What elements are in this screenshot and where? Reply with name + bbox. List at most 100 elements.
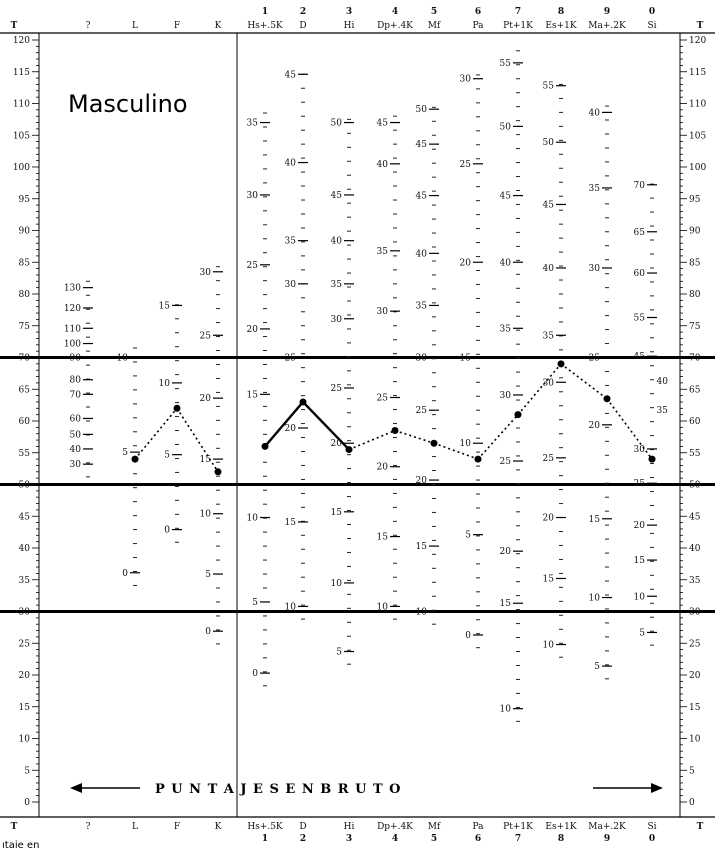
column-value-label: 65 xyxy=(634,228,646,238)
column-value-label: 20 xyxy=(460,258,472,268)
banner-puntajes-en-bruto: P U N T A J E S E N B R U T O xyxy=(155,782,401,797)
column-value-label: 25 xyxy=(416,406,428,416)
t-label-right: 120 xyxy=(689,36,706,46)
t-label-left: 95 xyxy=(19,195,31,205)
column-headers: T T T T?? L L F F K K 1 1 Hs+.5K Hs+.5K 2 2 D D 3 3 Hi Hi 4 4 Dp… xyxy=(11,7,704,844)
column-header: Si xyxy=(647,21,656,31)
column-value-label: 0 xyxy=(164,526,170,536)
column-value-label: 30 xyxy=(460,75,472,85)
column-value-label: 130 xyxy=(64,284,81,294)
column-value-label: 55 xyxy=(500,59,512,69)
column-number: 8 xyxy=(558,7,564,17)
t-label-right: 105 xyxy=(689,131,706,141)
column-number: 5 xyxy=(431,7,437,17)
column-value-label: 20 xyxy=(416,476,428,486)
t-label-left: 100 xyxy=(13,163,30,173)
column-value-label: 10 xyxy=(247,514,259,524)
t-label-left: 25 xyxy=(19,639,31,649)
column-value-label: 60 xyxy=(634,269,646,279)
column-number-bottom: 2 xyxy=(300,834,306,844)
column-value-label: 5 xyxy=(252,598,258,608)
column-value-label: 50 xyxy=(416,105,428,115)
column-header: Pa xyxy=(472,21,484,31)
column-value-label: 5 xyxy=(205,570,211,580)
profile-point xyxy=(557,360,565,368)
t-label-left: 15 xyxy=(19,703,31,713)
column-number-bottom: 1 xyxy=(262,834,268,844)
column-value-label: 25 xyxy=(589,354,601,364)
column-value-label: 10 xyxy=(634,592,646,602)
t-label-left: 45 xyxy=(19,512,31,522)
t-label-right: 115 xyxy=(689,68,706,78)
chart-title: Masculino xyxy=(68,90,188,118)
profile-point xyxy=(391,427,399,435)
column-value-label: 35 xyxy=(500,324,512,334)
t-label-left: 65 xyxy=(19,385,31,395)
column-header-bottom: ? xyxy=(86,822,91,832)
column-value-label: 0 xyxy=(122,569,128,579)
column-value-label: 20 xyxy=(285,424,297,434)
column-number: 7 xyxy=(515,7,521,17)
column-value-label: 0 xyxy=(465,631,471,641)
t-label-left: 90 xyxy=(19,227,31,237)
t-label-right: 110 xyxy=(689,100,706,110)
t-label-left: 30 xyxy=(19,608,31,618)
column-value-label: 10 xyxy=(543,641,555,651)
t-label-left: 85 xyxy=(19,258,31,268)
column-value-label: 30 xyxy=(634,445,646,455)
column-value-label: 35 xyxy=(377,247,389,257)
column-value-label: 55 xyxy=(543,82,555,92)
t-label-right: 80 xyxy=(689,290,701,300)
profile-point xyxy=(261,442,269,450)
axis-label-bottom-left: T xyxy=(11,822,18,832)
column-value-label: 10 xyxy=(200,510,212,520)
column-value-label: 10 xyxy=(460,439,472,449)
column-value-label: 15 xyxy=(377,533,389,543)
column-value-label: 15 xyxy=(460,354,472,364)
profile-segment xyxy=(264,401,304,448)
column-header-bottom: Dp+.4K xyxy=(377,822,413,832)
column-value-label: 10 xyxy=(589,594,601,604)
axis-label-right: T xyxy=(697,21,704,31)
column-value-label: 10 xyxy=(500,705,512,715)
column-value-label: 0 xyxy=(252,669,258,679)
si-extra-label: 35 xyxy=(657,406,669,416)
column-value-label: 30 xyxy=(416,354,428,364)
banner-arrows xyxy=(70,783,663,793)
t-label-left: 110 xyxy=(13,100,30,110)
column-value-label: 25 xyxy=(500,457,512,467)
column-value-label: 25 xyxy=(377,394,389,404)
column-value-label: 15 xyxy=(589,515,601,525)
column-value-label: 40 xyxy=(70,445,82,455)
column-value-label: 25 xyxy=(200,331,212,341)
column-value-label: 10 xyxy=(117,354,129,364)
column-value-label: 40 xyxy=(416,249,428,259)
t-label-right: 90 xyxy=(689,227,701,237)
t-label-left: 10 xyxy=(19,735,31,745)
t-label-left: 0 xyxy=(24,798,30,808)
t-label-right: 35 xyxy=(689,576,701,586)
column-header: K xyxy=(215,21,222,31)
column-value-label: 45 xyxy=(285,70,297,80)
column-value-label: 30 xyxy=(500,391,512,401)
column-number-bottom: 8 xyxy=(558,834,564,844)
column-value-label: 5 xyxy=(336,648,342,658)
column-value-label: 20 xyxy=(543,514,555,524)
profile-point xyxy=(214,468,222,476)
column-number-bottom: 9 xyxy=(604,834,610,844)
column-header-bottom: Pa xyxy=(472,822,484,832)
column-number: 9 xyxy=(604,7,610,17)
t-label-left: 105 xyxy=(13,131,30,141)
profile-segment xyxy=(394,429,435,444)
column-value-label: 35 xyxy=(589,184,601,194)
column-header-bottom: L xyxy=(132,822,138,832)
column-value-label: 45 xyxy=(416,192,428,202)
profile-segment xyxy=(517,363,562,416)
column-value-label: 40 xyxy=(589,108,601,118)
column-header: Hi xyxy=(344,21,355,31)
column-number-bottom: 4 xyxy=(392,834,398,844)
column-value-label: 25 xyxy=(634,479,646,489)
column-value-label: 35 xyxy=(331,280,343,290)
t-label-right: 45 xyxy=(689,512,701,522)
t-label-right: 40 xyxy=(689,544,701,554)
